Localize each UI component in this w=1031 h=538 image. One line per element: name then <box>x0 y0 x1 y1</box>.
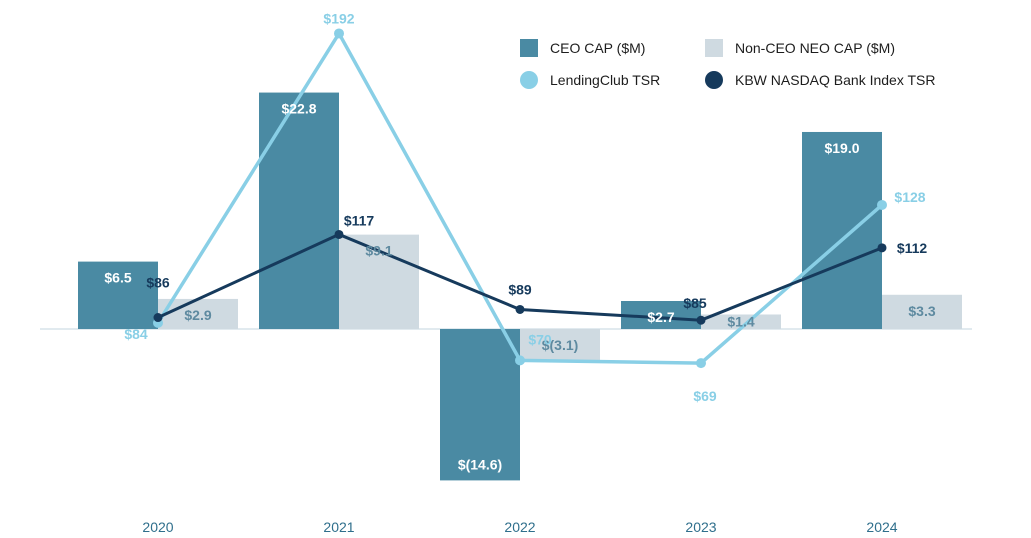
bar-non-ceo-cap-2022 <box>520 329 600 362</box>
label-kbw-tsr-2022: $89 <box>508 281 532 297</box>
label-non-ceo-cap-2022: $(3.1) <box>542 337 579 353</box>
bar-ceo-cap-2024 <box>802 131 882 329</box>
label-non-ceo-cap-2021: $9.1 <box>365 243 392 259</box>
x-tick-2024: 2024 <box>866 519 897 535</box>
legend-label-lendingclub-tsr: LendingClub TSR <box>550 72 661 88</box>
label-lendingclub-tsr-2024: $128 <box>894 189 925 205</box>
bar-non-ceo-cap-2023 <box>701 314 781 329</box>
x-tick-2021: 2021 <box>323 519 354 535</box>
legend-label-kbw-tsr: KBW NASDAQ Bank Index TSR <box>735 72 936 88</box>
label-kbw-tsr-2020: $86 <box>146 275 170 291</box>
label-lendingclub-tsr-2023: $69 <box>693 388 717 404</box>
legend-label-non-ceo-cap: Non-CEO NEO CAP ($M) <box>735 40 895 56</box>
legend-item-lendingclub-tsr: LendingClub TSR <box>520 70 705 90</box>
label-kbw-tsr-2023: $85 <box>683 295 707 311</box>
label-ceo-cap-2024: $19.0 <box>824 140 859 156</box>
legend-swatch-lendingclub-tsr <box>520 71 538 89</box>
label-ceo-cap-2020: $6.5 <box>104 270 131 286</box>
legend-item-kbw-tsr: KBW NASDAQ Bank Index TSR <box>705 70 970 90</box>
point-lendingclub-tsr-2022 <box>515 355 525 366</box>
label-non-ceo-cap-2024: $3.3 <box>908 303 935 319</box>
point-lendingclub-tsr-2024 <box>877 199 887 210</box>
label-ceo-cap-2022: $(14.6) <box>458 456 502 472</box>
legend-item-ceo-cap: CEO CAP ($M) <box>520 38 705 58</box>
bar-non-ceo-cap-2024 <box>882 294 962 329</box>
label-lendingclub-tsr-2022: $70 <box>528 331 552 347</box>
legend-label-ceo-cap: CEO CAP ($M) <box>550 40 646 56</box>
legend-swatch-non-ceo-cap <box>705 39 723 57</box>
legend-item-non-ceo-cap: Non-CEO NEO CAP ($M) <box>705 38 970 58</box>
x-axis: 2020 2021 2022 2023 2024 <box>142 519 897 535</box>
point-kbw-tsr-2023 <box>696 315 706 325</box>
label-non-ceo-cap-2023: $1.4 <box>727 314 754 330</box>
label-kbw-tsr-2021: $117 <box>344 212 375 228</box>
point-lendingclub-tsr-2021 <box>334 28 344 39</box>
point-lendingclub-tsr-2023 <box>696 358 706 369</box>
label-lendingclub-tsr-2021: $192 <box>323 10 354 26</box>
labels-layer: $6.5 $2.9 $22.8 $9.1 $(14.6) $(3.1) $2.7 $1.4 $1… <box>104 10 935 472</box>
point-kbw-tsr-2024 <box>877 243 887 253</box>
legend-swatch-ceo-cap <box>520 39 538 57</box>
x-tick-2020: 2020 <box>142 519 173 535</box>
label-non-ceo-cap-2020: $2.9 <box>184 307 211 323</box>
label-lendingclub-tsr-2020: $84 <box>124 326 148 342</box>
label-ceo-cap-2023: $2.7 <box>647 309 674 325</box>
point-kbw-tsr-2022 <box>515 304 525 314</box>
x-tick-2023: 2023 <box>685 519 716 535</box>
lines-layer <box>153 28 887 369</box>
legend: CEO CAP ($M) Non-CEO NEO CAP ($M) Lendin… <box>520 38 970 90</box>
bar-ceo-cap-2022 <box>440 329 520 481</box>
bar-ceo-cap-2021 <box>259 92 339 330</box>
x-tick-2022: 2022 <box>504 519 535 535</box>
label-kbw-tsr-2024: $112 <box>897 240 928 256</box>
point-kbw-tsr-2021 <box>334 229 344 239</box>
legend-swatch-kbw-tsr <box>705 71 723 89</box>
label-ceo-cap-2021: $22.8 <box>281 101 316 117</box>
bar-ceo-cap-2020 <box>78 261 158 329</box>
point-kbw-tsr-2020 <box>153 313 163 323</box>
